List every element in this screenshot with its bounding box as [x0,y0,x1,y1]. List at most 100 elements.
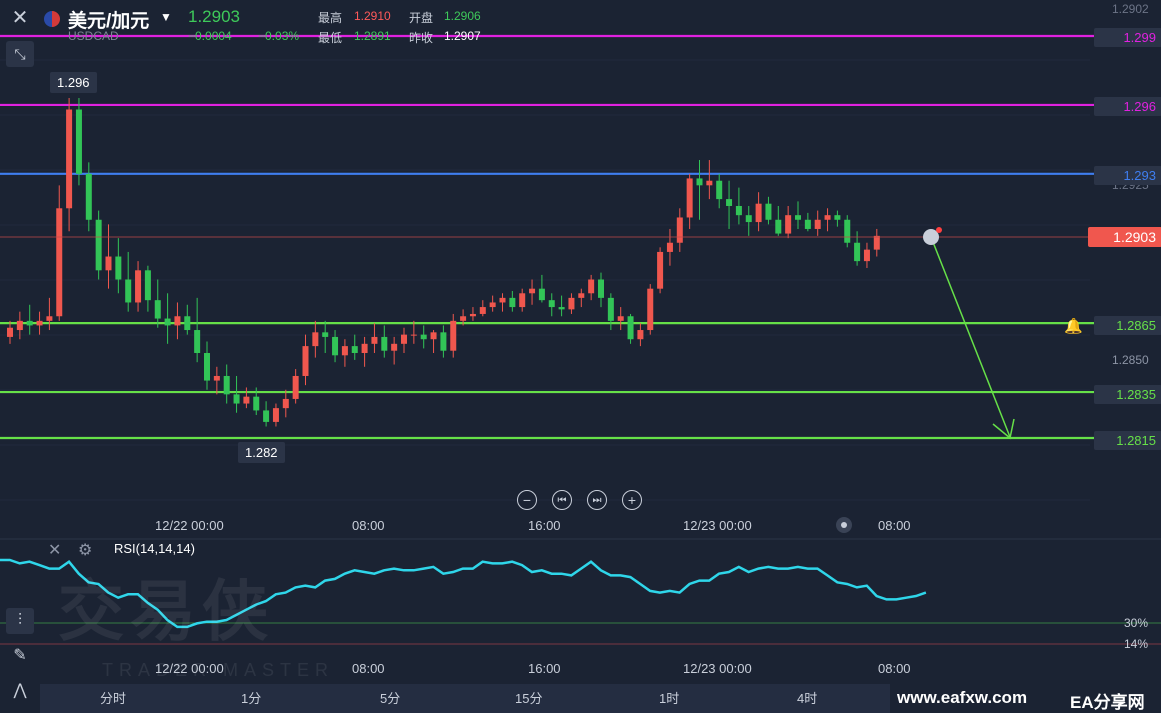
candle-body [85,173,92,220]
prev-close-value: 1.2907 [444,29,481,43]
settings-icon[interactable]: ⚙ [78,542,93,559]
indicator-icon[interactable]: ⫶ [6,608,34,634]
rsi-time-label-1: 12/22 00:00 [155,661,224,676]
footer-share: EA分享网 [1070,693,1145,712]
rsi-level-14: 14% [1124,637,1149,651]
forecast-arrow-line[interactable] [930,236,1011,438]
candle-body [558,307,565,310]
candle-body [164,318,171,326]
timeframe-tick[interactable]: 分时 [100,691,127,706]
candle-body [381,336,388,351]
candle-body [676,217,683,243]
candle-body [194,330,201,354]
timeframe-15m[interactable]: 15分 [515,691,543,706]
watermark-main: 交易侠 [58,574,274,648]
candle-body [322,332,329,337]
candle-body [578,293,585,298]
candle-body [410,334,417,336]
rsi-time-label-5: 08:00 [878,661,911,676]
candle-body [302,346,309,376]
level-tag-3: 1.293 [1094,166,1161,185]
candle-body [263,410,270,422]
watermark-sub: TRADER MASTER [102,660,335,680]
price-change: −0.0004 [188,29,232,43]
candle-body [174,316,181,326]
time-label-4: 12/23 00:00 [683,518,752,533]
candle-body [204,353,210,381]
candle-body [755,203,762,223]
candle-body [332,336,339,356]
open-label: 开盘 [409,11,434,25]
close-icon[interactable]: ✕ [11,7,29,29]
candle-body [272,408,279,422]
rsi-time-label-2: 08:00 [352,661,385,676]
chart-line-icon[interactable]: ⋀ [13,682,27,699]
timeframe-5m[interactable]: 5分 [380,691,401,706]
info-icon[interactable] [923,229,939,245]
scroll-end-button[interactable]: ⏭ [587,490,607,510]
scroll-start-button[interactable]: ⏮ [552,490,572,510]
record-icon[interactable] [836,517,852,533]
zoom-in-button[interactable]: + [622,490,642,510]
candle-body [135,270,142,303]
candle-body [627,316,634,340]
candle-body [873,235,880,250]
collapse-icon[interactable]: ⤡ [6,41,34,67]
candle-body [716,180,723,200]
candle-body [36,320,43,326]
high-value: 1.2910 [354,9,391,23]
candle-body [233,394,240,404]
bell-icon[interactable]: 🔔 [1064,318,1083,335]
level-tag-6: 1.2815 [1094,431,1161,450]
alert-dot-icon [936,227,942,233]
time-label-5: 08:00 [878,518,911,533]
candle-body [105,256,112,271]
candle-body [666,242,673,252]
rsi-time-label-3: 16:00 [528,661,561,676]
candle-body [46,316,53,321]
candle-body [706,180,713,186]
chevron-down-icon[interactable]: ▼ [160,10,172,24]
candle-body [598,279,604,298]
candle-body [56,208,63,317]
timeframe-1h[interactable]: 1时 [659,691,680,706]
rsi-close-icon[interactable]: ✕ [48,542,62,559]
rsi-level-30: 30% [1124,616,1149,630]
candle-body [213,375,220,381]
axis-top-tick: 1.2902 [1112,2,1149,16]
candle-body [647,288,654,331]
prev-close-label: 昨收 [409,31,434,45]
candle-body [16,320,23,331]
current-price-tag: 1.2903 [1088,227,1161,247]
rsi-time-label-4: 12/23 00:00 [683,661,752,676]
pair-title[interactable]: 美元/加元 [68,11,150,32]
candle-body [154,300,161,319]
timeframe-1m[interactable]: 1分 [241,691,262,706]
candle-body [824,215,831,220]
candle-body [588,279,595,294]
candle-body [765,203,772,220]
candle-body [401,334,407,344]
candle-body [529,288,536,294]
rsi-label: RSI(14,14,14) [114,541,195,556]
candle-body [223,375,230,395]
candle-body [696,178,703,186]
candle-body [519,293,526,308]
candle-body [292,375,299,399]
forecast-arrow-head [992,418,1015,440]
candle-body [125,279,132,303]
candle-body [489,302,496,308]
zoom-out-button[interactable]: − [517,490,537,510]
candle-body [745,215,752,223]
candle-body [341,346,348,356]
level-tag-5: 1.2835 [1094,385,1161,404]
time-label-1: 12/22 00:00 [155,518,224,533]
low-callout: 1.282 [238,442,285,463]
level-tag-2: 1.296 [1094,97,1161,116]
time-label-2: 08:00 [352,518,385,533]
timeframe-4h[interactable]: 4时 [797,691,818,706]
candle-body [657,251,664,289]
time-label-3: 16:00 [528,518,561,533]
pencil-icon[interactable]: ✎ [13,647,27,664]
